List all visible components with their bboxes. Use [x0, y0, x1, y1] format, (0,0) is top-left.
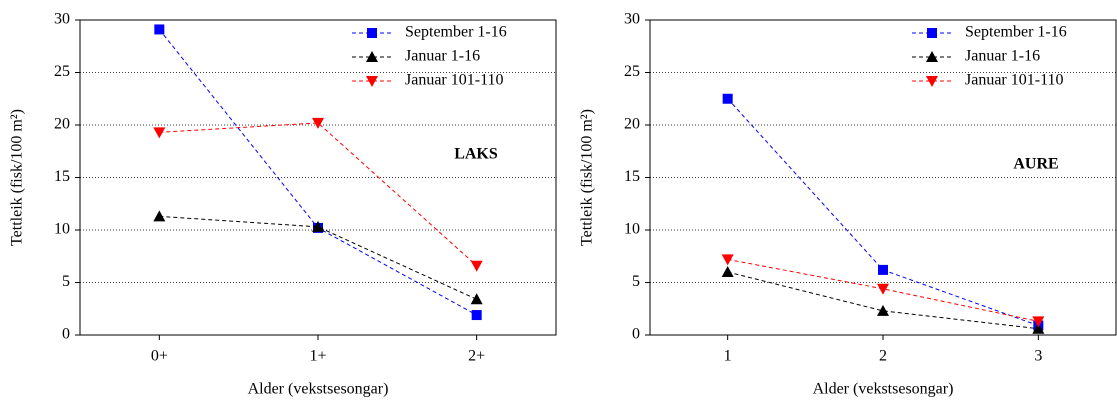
- legend-label: Januar 1-16: [405, 48, 480, 65]
- marker: [721, 254, 734, 266]
- y-tick-label: 25: [54, 63, 70, 80]
- y-tick-label: 5: [632, 273, 640, 290]
- y-tick-label: 10: [624, 221, 640, 238]
- marker: [312, 117, 324, 129]
- y-tick-label: 15: [624, 168, 640, 185]
- annotation: LAKS: [454, 146, 498, 163]
- marker: [1032, 316, 1045, 328]
- y-tick-label: 20: [624, 116, 640, 133]
- marker: [877, 283, 889, 295]
- marker: [470, 293, 483, 305]
- legend-marker: [927, 28, 937, 38]
- x-tick-label: 1+: [309, 348, 326, 365]
- legend-label: Januar 101-110: [405, 72, 504, 89]
- legend-label: September 1-16: [965, 24, 1067, 41]
- legend-label: Januar 1-16: [965, 48, 1040, 65]
- legend-label: Januar 101-110: [965, 72, 1064, 89]
- series-line: [727, 271, 1039, 330]
- y-tick-label: 10: [54, 221, 70, 238]
- y-tick-label: 15: [54, 168, 70, 185]
- marker: [312, 220, 324, 232]
- annotation: AURE: [1013, 156, 1058, 173]
- y-tick-label: 0: [62, 326, 70, 343]
- series-line: [159, 215, 477, 300]
- y-tick-label: 30: [54, 11, 70, 28]
- marker: [153, 127, 166, 139]
- legend-marker: [926, 51, 938, 62]
- x-axis-label: Alder (vekstsesongar): [248, 381, 389, 398]
- y-tick-label: 30: [624, 11, 640, 28]
- y-tick-label: 25: [624, 63, 640, 80]
- y-tick-label: 20: [54, 116, 70, 133]
- x-tick-label: 1: [724, 348, 732, 365]
- marker: [1032, 322, 1045, 334]
- marker: [153, 210, 166, 222]
- series-line: [727, 258, 1039, 322]
- marker: [878, 264, 888, 275]
- marker: [877, 304, 889, 316]
- y-axis-label: Tettleik (fisk/100 m²): [9, 109, 26, 246]
- y-axis-label: Tettleik (fisk/100 m²): [579, 109, 596, 246]
- legend-marker: [366, 76, 378, 87]
- x-axis-label: Alder (vekstsesongar): [813, 381, 954, 398]
- x-tick-label: 0+: [151, 348, 168, 365]
- marker: [470, 260, 483, 272]
- x-tick-label: 2+: [468, 348, 485, 365]
- legend-marker: [367, 28, 377, 38]
- series-line: [159, 122, 478, 267]
- y-tick-label: 5: [62, 273, 70, 290]
- marker: [721, 266, 734, 277]
- marker: [154, 24, 165, 35]
- marker: [471, 310, 482, 321]
- legend-marker: [366, 51, 378, 62]
- legend-marker: [926, 76, 938, 87]
- x-tick-label: 2: [879, 348, 887, 365]
- x-tick-label: 3: [1034, 348, 1042, 365]
- legend-label: September 1-16: [405, 24, 507, 41]
- marker: [722, 93, 733, 104]
- y-tick-label: 0: [632, 326, 640, 343]
